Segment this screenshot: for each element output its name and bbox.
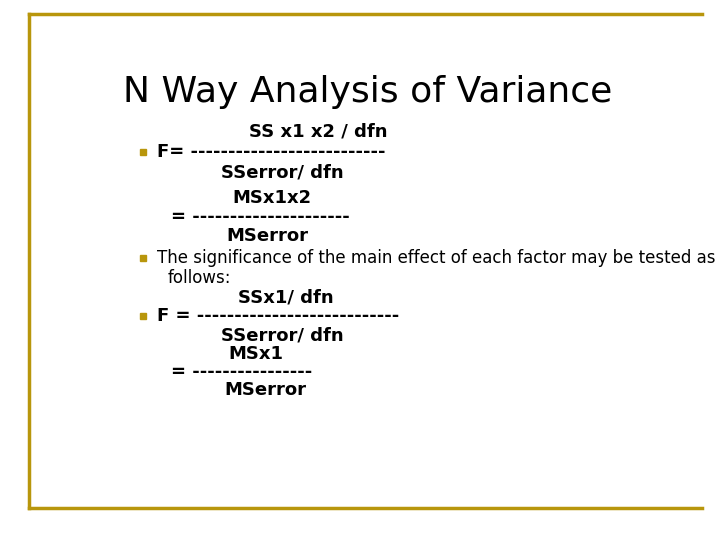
Text: SSx1/ dfn: SSx1/ dfn bbox=[238, 289, 333, 307]
Text: SSerror/ dfn: SSerror/ dfn bbox=[221, 164, 343, 182]
Text: The significance of the main effect of each factor may be tested as: The significance of the main effect of e… bbox=[157, 249, 716, 267]
Text: MSx1: MSx1 bbox=[228, 345, 284, 363]
Text: MSerror: MSerror bbox=[227, 227, 309, 245]
Text: F = ---------------------------: F = --------------------------- bbox=[157, 307, 399, 326]
Text: follows:: follows: bbox=[168, 269, 232, 287]
Text: = ----------------: = ---------------- bbox=[171, 363, 312, 381]
Text: MSerror: MSerror bbox=[224, 381, 306, 399]
Text: MSx1x2: MSx1x2 bbox=[233, 189, 312, 207]
Text: N Way Analysis of Variance: N Way Analysis of Variance bbox=[124, 75, 613, 109]
Text: SS x1 x2 / dfn: SS x1 x2 / dfn bbox=[249, 123, 387, 140]
Text: F= --------------------------: F= -------------------------- bbox=[157, 143, 385, 161]
Text: SSerror/ dfn: SSerror/ dfn bbox=[221, 327, 343, 345]
Text: = ---------------------: = --------------------- bbox=[171, 207, 350, 226]
